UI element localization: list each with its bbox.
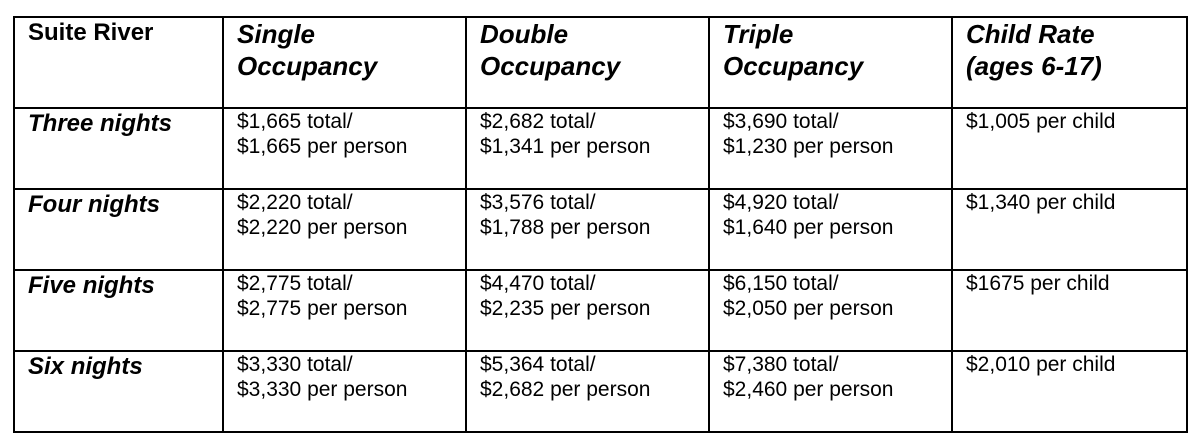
single-rate-cell: $2,775 total/ $2,775 per person	[222, 269, 467, 352]
total-price: $6,150 total/	[723, 272, 839, 295]
column-header-line: Double	[480, 19, 569, 49]
rates-table: Suite River Single Occupancy Double Occu…	[13, 16, 1188, 433]
column-header-triple: Triple Occupancy	[708, 16, 953, 109]
column-header-line: Occupancy	[480, 51, 621, 81]
column-header-line: Child Rate	[966, 19, 1095, 49]
table-row: Six nights $3,330 total/ $3,330 per pers…	[13, 350, 1188, 433]
total-price: $5,364 total/	[480, 353, 596, 376]
total-price: $4,470 total/	[480, 272, 596, 295]
column-header-line: Occupancy	[237, 51, 378, 81]
child-price: $1,340 per child	[966, 191, 1116, 214]
per-person-price: $2,775 per person	[237, 297, 408, 320]
per-person-price: $2,050 per person	[723, 297, 894, 320]
column-header-line: Triple	[723, 19, 794, 49]
total-price: $1,665 total/	[237, 110, 353, 133]
per-person-price: $1,788 per person	[480, 216, 651, 239]
child-price: $1,005 per child	[966, 110, 1116, 133]
per-person-price: $2,235 per person	[480, 297, 651, 320]
header-row: Suite River Single Occupancy Double Occu…	[13, 16, 1188, 109]
corner-header: Suite River	[13, 16, 224, 109]
total-price: $3,330 total/	[237, 353, 353, 376]
triple-rate-cell: $7,380 total/ $2,460 per person	[708, 350, 953, 433]
column-header-line: Single	[237, 19, 316, 49]
child-rate-cell: $1,005 per child	[951, 107, 1188, 190]
single-rate-cell: $2,220 total/ $2,220 per person	[222, 188, 467, 271]
child-rate-cell: $1,340 per child	[951, 188, 1188, 271]
per-person-price: $1,665 per person	[237, 135, 408, 158]
total-price: $3,690 total/	[723, 110, 839, 133]
total-price: $2,775 total/	[237, 272, 353, 295]
triple-rate-cell: $6,150 total/ $2,050 per person	[708, 269, 953, 352]
per-person-price: $1,230 per person	[723, 135, 894, 158]
table-row: Three nights $1,665 total/ $1,665 per pe…	[13, 107, 1188, 190]
column-header-line: Occupancy	[723, 51, 864, 81]
per-person-price: $3,330 per person	[237, 378, 408, 401]
child-rate-cell: $2,010 per child	[951, 350, 1188, 433]
triple-rate-cell: $4,920 total/ $1,640 per person	[708, 188, 953, 271]
row-header: Three nights	[13, 107, 224, 190]
per-person-price: $2,220 per person	[237, 216, 408, 239]
table-row: Five nights $2,775 total/ $2,775 per per…	[13, 269, 1188, 352]
double-rate-cell: $3,576 total/ $1,788 per person	[465, 188, 710, 271]
child-rate-cell: $1675 per child	[951, 269, 1188, 352]
column-header-single: Single Occupancy	[222, 16, 467, 109]
per-person-price: $2,682 per person	[480, 378, 651, 401]
row-header: Six nights	[13, 350, 224, 433]
child-price: $1675 per child	[966, 272, 1110, 295]
total-price: $2,220 total/	[237, 191, 353, 214]
row-header: Five nights	[13, 269, 224, 352]
single-rate-cell: $3,330 total/ $3,330 per person	[222, 350, 467, 433]
per-person-price: $1,341 per person	[480, 135, 651, 158]
table-row: Four nights $2,220 total/ $2,220 per per…	[13, 188, 1188, 271]
single-rate-cell: $1,665 total/ $1,665 per person	[222, 107, 467, 190]
total-price: $7,380 total/	[723, 353, 839, 376]
per-person-price: $2,460 per person	[723, 378, 894, 401]
column-header-double: Double Occupancy	[465, 16, 710, 109]
row-header: Four nights	[13, 188, 224, 271]
per-person-price: $1,640 per person	[723, 216, 894, 239]
total-price: $3,576 total/	[480, 191, 596, 214]
column-header-line: (ages 6-17)	[966, 51, 1102, 81]
total-price: $4,920 total/	[723, 191, 839, 214]
total-price: $2,682 total/	[480, 110, 596, 133]
column-header-child-rate: Child Rate (ages 6-17)	[951, 16, 1188, 109]
double-rate-cell: $4,470 total/ $2,235 per person	[465, 269, 710, 352]
triple-rate-cell: $3,690 total/ $1,230 per person	[708, 107, 953, 190]
child-price: $2,010 per child	[966, 353, 1116, 376]
double-rate-cell: $5,364 total/ $2,682 per person	[465, 350, 710, 433]
double-rate-cell: $2,682 total/ $1,341 per person	[465, 107, 710, 190]
